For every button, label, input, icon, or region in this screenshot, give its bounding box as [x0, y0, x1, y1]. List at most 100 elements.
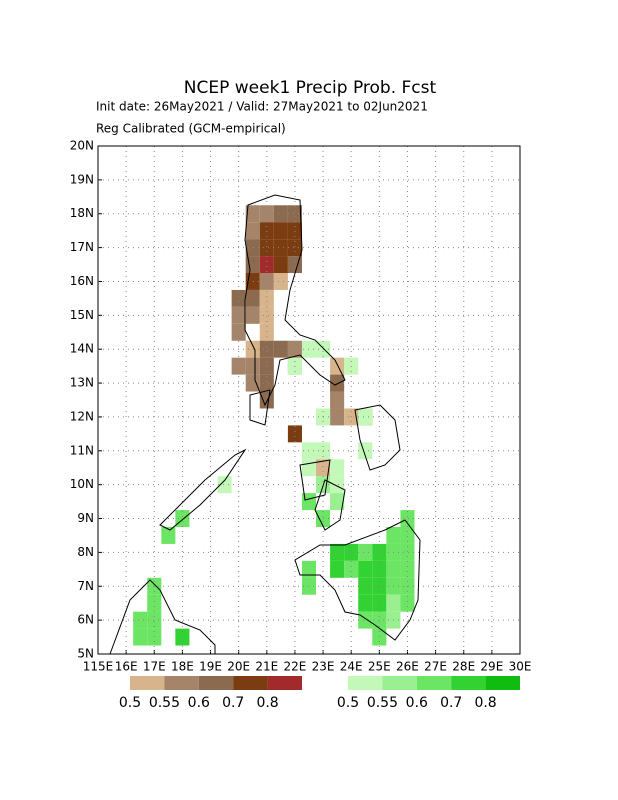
x-tick-label: 23E	[312, 660, 335, 674]
wet-cell	[147, 628, 162, 646]
dry-cell	[231, 323, 246, 341]
colorbar-label: 0.5	[119, 695, 141, 711]
mindoro-coast	[249, 389, 271, 426]
samar-leyte-coast	[354, 404, 401, 471]
chart-subtitle: Init date: 26May2021 / Valid: 27May2021 …	[96, 100, 428, 114]
dry-cell	[287, 425, 302, 443]
y-tick-label: 15N	[70, 308, 94, 322]
wet-cell	[358, 560, 373, 578]
chart-title: NCEP week1 Precip Prob. Fcst	[184, 78, 437, 98]
dry-cell	[273, 273, 288, 290]
colorbar-label: 0.6	[406, 695, 428, 711]
wet-cell	[133, 628, 148, 646]
borneo-coast	[109, 579, 216, 655]
y-tick-label: 12N	[70, 409, 94, 423]
colorbar-label: 0.5	[337, 695, 359, 711]
x-tick-label: 26E	[396, 660, 419, 674]
y-tick-label: 16N	[70, 274, 94, 288]
dry-cell	[330, 408, 345, 426]
wet-cell	[161, 527, 176, 544]
wet-cell	[330, 543, 345, 561]
dry-cell	[245, 239, 260, 257]
mindanao-coast	[294, 519, 421, 641]
colorbar-label: 0.7	[222, 695, 244, 711]
wet-cell	[301, 493, 317, 511]
dry-cell	[330, 391, 345, 409]
dry-cell	[273, 340, 288, 358]
dry-cell	[330, 374, 345, 392]
palawan-coast	[159, 448, 247, 531]
x-tick-label: 27E	[424, 660, 447, 674]
wet-cell	[372, 543, 387, 561]
colorbar-swatch	[348, 676, 383, 690]
wet-cell	[301, 560, 317, 578]
colorbars: 0.5 0.55 0.6 0.7 0.8 0.5 0.55 0.6 0.7 0.8	[119, 676, 520, 711]
y-tick-label: 19N	[70, 172, 94, 186]
dry-cell	[330, 357, 345, 375]
x-tick-label: 30E	[509, 660, 532, 674]
x-tick-label: 115E	[83, 660, 114, 674]
x-tick-label: 16E	[115, 660, 138, 674]
dry-cell	[245, 374, 260, 392]
wet-cell	[217, 476, 232, 494]
colorbar-swatch	[233, 676, 268, 690]
dry-cell	[287, 239, 302, 257]
panay-coast	[299, 459, 331, 501]
dry-cell	[231, 289, 246, 307]
y-tick-label: 17N	[70, 240, 94, 254]
dry-cell	[245, 357, 260, 375]
dry-cell	[259, 222, 274, 240]
x-tick-label: 19E	[199, 660, 222, 674]
x-tick-label: 20E	[227, 660, 250, 674]
dry-cell	[245, 256, 260, 273]
wet-cell	[372, 560, 387, 578]
x-tick-label: 22E	[284, 660, 307, 674]
dry-cell	[259, 205, 274, 223]
colorbar-label: 0.8	[474, 695, 496, 711]
wet-cell	[301, 459, 317, 477]
dry-cell	[259, 340, 274, 358]
dry-cell	[273, 222, 288, 240]
colorbar-label: 0.6	[188, 695, 210, 711]
negros-cebu-coast	[314, 479, 346, 531]
colorbar-swatch	[198, 676, 234, 690]
wet-cell	[386, 560, 401, 578]
x-tick-label: 25E	[368, 660, 391, 674]
wet-cell	[147, 594, 162, 612]
colorbar-label: 0.55	[367, 695, 398, 711]
colorbar-swatch	[416, 676, 452, 690]
y-tick-label: 20N	[70, 139, 94, 153]
wet-cell	[400, 543, 415, 561]
colorbar-swatch	[130, 676, 165, 690]
dry-cell	[259, 391, 274, 409]
y-tick-label: 8N	[77, 545, 94, 559]
wet-cell	[400, 560, 415, 578]
wet-cell	[358, 543, 373, 561]
x-tick-label: 18E	[171, 660, 194, 674]
colorbar-swatch	[382, 676, 417, 690]
grid-layer	[97, 145, 521, 655]
x-tick-label: 24E	[340, 660, 363, 674]
wet-cell	[330, 459, 345, 477]
dry-cell	[259, 323, 274, 341]
dry-cell	[259, 256, 274, 273]
dry-cell	[245, 222, 260, 240]
dry-cell	[287, 340, 302, 358]
wet-cell	[358, 594, 373, 612]
colorbar-label: 0.8	[256, 695, 278, 711]
y-tick-label: 6N	[77, 613, 94, 627]
wet-cell	[386, 594, 401, 612]
wet-cell	[358, 408, 373, 426]
y-tick-label: 13N	[70, 376, 94, 390]
wet-cell	[372, 594, 387, 612]
dry-cell	[287, 222, 302, 240]
wet-cell	[175, 628, 190, 646]
dry-cell	[287, 205, 302, 223]
wet-cell	[330, 476, 345, 494]
x-tick-label: 17E	[143, 660, 166, 674]
dry-cell	[259, 374, 274, 392]
dry-cell	[245, 205, 260, 223]
dry-cell	[245, 340, 260, 358]
y-tick-label: 10N	[70, 477, 94, 491]
